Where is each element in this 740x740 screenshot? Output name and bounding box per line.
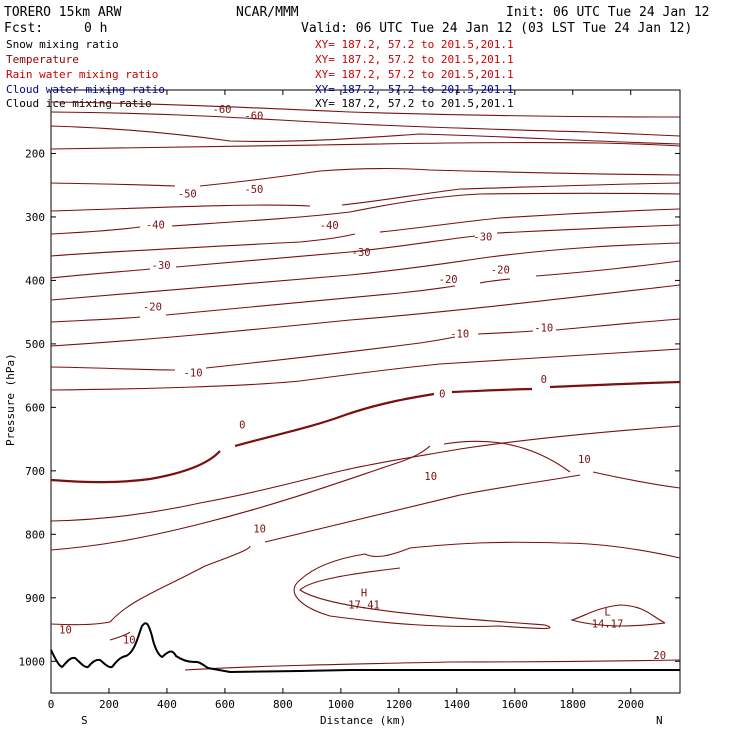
- contour-label: -20: [439, 274, 458, 286]
- y-tick-label: 200: [25, 147, 45, 160]
- isotherm-plus10c: [109, 631, 131, 641]
- terrain: [50, 622, 680, 674]
- contour-label: -60: [244, 110, 263, 122]
- isotherm-plus20: [184, 659, 681, 671]
- isotherm-minus10: [50, 318, 681, 371]
- extrema-labels: H17.41 L14.17: [348, 588, 623, 631]
- isotherm-plus5: [50, 425, 681, 522]
- x-tick-label: 1400: [444, 698, 471, 711]
- y-tick-label: 900: [25, 592, 45, 605]
- legend-name-snow: Snow mixing ratio: [6, 38, 119, 51]
- contour-label: -10: [534, 322, 553, 334]
- contour-label: -50: [178, 188, 197, 200]
- contour-label: 10: [424, 471, 437, 483]
- contour-label: 0: [439, 388, 445, 400]
- isotherm-minus55: [50, 142, 681, 150]
- isotherm-minus50: [50, 168, 681, 187]
- isotherm-minus65: [50, 101, 681, 118]
- contour-label: -50: [244, 184, 263, 196]
- fcst-value: 0 h: [84, 21, 107, 36]
- isotherm-plus15-h: [293, 541, 681, 630]
- contour-label: -40: [146, 220, 165, 232]
- contour-label: 20: [653, 650, 666, 662]
- isotherm-minus30: [50, 224, 681, 279]
- fcst-label: Fcst:: [4, 21, 43, 36]
- x-tick-label: 800: [273, 698, 293, 711]
- x-tick-label: 1800: [560, 698, 587, 711]
- center-title: NCAR/MMM: [236, 5, 299, 20]
- contour-label: -20: [491, 265, 510, 277]
- x-tick-label: 1600: [502, 698, 529, 711]
- y-tick-label: 1000: [19, 655, 46, 668]
- x-tick-label: 1200: [386, 698, 413, 711]
- legend-xy-temperature: XY= 187.2, 57.2 to 201.5,201.1: [315, 53, 514, 66]
- extremum-type: L: [604, 607, 610, 619]
- contour-label: 0: [239, 420, 245, 432]
- contour-label: -30: [473, 232, 492, 244]
- model-title: TORERO 15km ARW: [4, 5, 122, 20]
- isotherm-minus15: [50, 284, 681, 347]
- legend-xy-snow: XY= 187.2, 57.2 to 201.5,201.1: [315, 38, 514, 51]
- contour-label: -20: [143, 301, 162, 313]
- legend-name-temperature: Temperature: [6, 53, 79, 66]
- x-tick-label: 2000: [617, 698, 644, 711]
- extremum-value: 14.17: [592, 619, 624, 631]
- extremum-value: 17.41: [348, 600, 380, 612]
- x-tick-label: 600: [215, 698, 235, 711]
- contour-labels: -60 -60 -50 -50 -40 -40 -30 -30 -30 -20 -20 -20 -10 -…: [59, 104, 666, 662]
- isotherm-0: [50, 380, 681, 484]
- isotherm-plus10a: [50, 440, 681, 551]
- isotherm-plus15-l: [570, 604, 666, 627]
- isotherm-minus60b: [50, 125, 681, 145]
- y-axis-title: Pressure (hPa): [4, 353, 17, 446]
- contour-label: 0: [541, 374, 547, 386]
- contour-label: -10: [450, 329, 469, 341]
- contour-label: -40: [320, 220, 339, 232]
- y-tick-label: 600: [25, 401, 45, 414]
- x-tick-label: 400: [157, 698, 177, 711]
- north-label: N: [656, 714, 663, 727]
- y-tick-label: 700: [25, 465, 45, 478]
- axes: 0 200 400 600 800 1000 1200 1400 1600 1800 2000200…: [19, 90, 680, 711]
- isotherm-plus10b: [50, 474, 581, 626]
- isotherm-minus60a: [50, 111, 681, 137]
- y-tick-label: 500: [25, 338, 45, 351]
- contour-label: 10: [123, 635, 136, 647]
- isotherm-minus35: [50, 208, 681, 257]
- terrain-line: [50, 622, 680, 674]
- y-tick-label: 300: [25, 211, 45, 224]
- isotherm-minus20: [50, 260, 681, 323]
- legend-xy-rain: XY= 187.2, 57.2 to 201.5,201.1: [315, 68, 514, 81]
- contour-label: -30: [152, 260, 171, 272]
- extremum-type: H: [361, 588, 367, 600]
- temperature-contours: [50, 101, 681, 671]
- contour-label: -30: [352, 247, 371, 259]
- x-axis-title: Distance (km): [320, 714, 406, 727]
- y-tick-label: 800: [25, 528, 45, 541]
- contour-label: 10: [578, 454, 591, 466]
- legend: Snow mixing ratio XY= 187.2, 57.2 to 201…: [6, 38, 514, 110]
- legend-name-cloud-ice: Cloud ice mixing ratio: [6, 97, 152, 110]
- isotherm-minus5: [50, 348, 681, 391]
- south-label: S: [81, 714, 88, 727]
- contour-label: -60: [213, 104, 232, 116]
- x-tick-label: 200: [99, 698, 119, 711]
- x-tick-label: 1000: [328, 698, 355, 711]
- legend-xy-cloud-ice: XY= 187.2, 57.2 to 201.5,201.1: [315, 97, 514, 110]
- contour-label: 10: [253, 524, 266, 536]
- y-tick-label: 400: [25, 274, 45, 287]
- isotherm-minus40: [50, 192, 681, 235]
- plot-frame: [50, 89, 681, 694]
- legend-name-rain: Rain water mixing ratio: [6, 68, 158, 81]
- init-time: Init: 06 UTC Tue 24 Jan 12: [506, 5, 710, 20]
- x-tick-label: 0: [48, 698, 55, 711]
- isotherm-minus25: [50, 242, 681, 301]
- isotherm-minus45: [50, 182, 681, 212]
- contour-label: -10: [184, 367, 203, 379]
- valid-time: Valid: 06 UTC Tue 24 Jan 12 (03 LST Tue …: [301, 21, 692, 36]
- contour-label: 10: [59, 625, 72, 637]
